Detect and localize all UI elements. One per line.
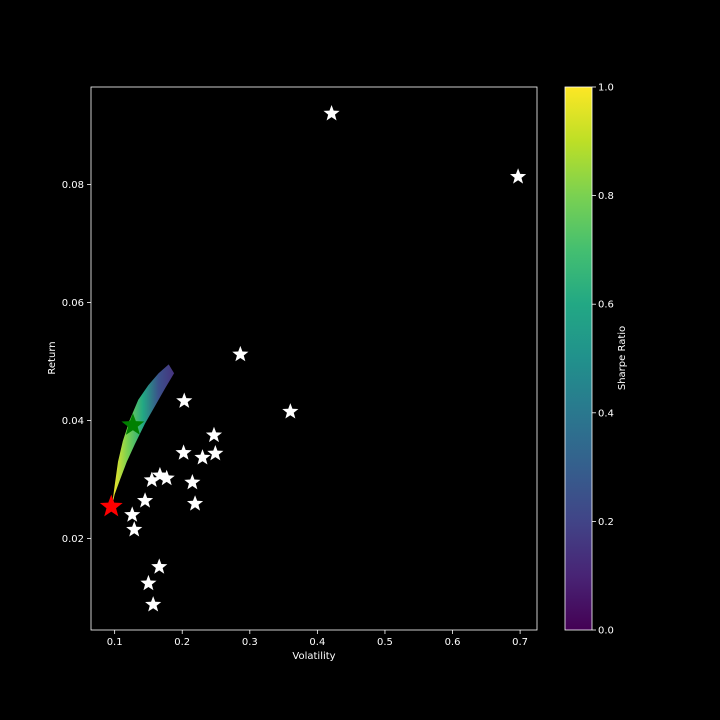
simulated-portfolios-cloud (111, 364, 175, 507)
y-tick-label: 0.06 (62, 298, 84, 309)
asset-star-19 (140, 574, 157, 591)
x-tick-label: 0.1 (107, 637, 123, 648)
asset-star-4 (282, 403, 299, 419)
colorbar-tick-label: 0.8 (598, 191, 614, 202)
x-tick-label: 0.6 (445, 637, 461, 648)
asset-star-11 (158, 469, 175, 486)
asset-star-20 (145, 596, 162, 612)
colorbar-gradient (564, 86, 593, 631)
plot-area (99, 105, 527, 612)
x-tick-label: 0.7 (512, 637, 528, 648)
asset-star-5 (176, 392, 193, 408)
x-axis-label: Volatility (292, 651, 335, 662)
colorbar-tick-label: 0.4 (598, 408, 614, 419)
asset-star-16 (124, 506, 141, 522)
colorbar-tick-label: 1.0 (598, 83, 614, 94)
asset-star-15 (186, 495, 204, 511)
asset-star-8 (194, 449, 211, 465)
x-tick-label: 0.3 (242, 637, 258, 648)
colorbar: 0.0 0.2 0.4 0.6 0.8 1.0 Sharpe Ratio (564, 83, 628, 637)
y-tick-label: 0.02 (62, 534, 84, 545)
y-tick-label: 0.04 (62, 416, 84, 427)
y-axis: 0.02 0.04 0.06 0.08 (62, 180, 91, 545)
asset-star-18 (151, 558, 168, 574)
asset-star-14 (136, 492, 154, 508)
asset-star-12 (143, 471, 160, 487)
y-tick-label: 0.08 (62, 180, 84, 191)
min-volatility-star (99, 494, 123, 517)
x-tick-label: 0.2 (174, 637, 190, 648)
colorbar-tick-label: 0.0 (598, 626, 614, 637)
asset-star-13 (184, 473, 201, 490)
x-tick-label: 0.4 (309, 637, 325, 648)
y-axis-label: Return (47, 341, 58, 374)
max-sharpe-star (121, 413, 145, 435)
colorbar-label: Sharpe Ratio (617, 326, 628, 390)
asset-star-10 (151, 466, 169, 483)
asset-star-2 (509, 168, 527, 184)
asset-star-1 (323, 105, 340, 121)
colorbar-ticks: 0.0 0.2 0.4 0.6 0.8 1.0 (592, 83, 614, 637)
colorbar-tick-label: 0.6 (598, 300, 614, 311)
asset-star-7 (207, 445, 224, 461)
asset-star-3 (232, 345, 249, 362)
x-tick-label: 0.5 (377, 637, 393, 648)
asset-star-17 (126, 521, 143, 537)
plot-frame (90, 86, 538, 631)
x-axis: 0.1 0.2 0.3 0.4 0.5 0.6 0.7 (107, 630, 528, 648)
asset-star-6 (205, 426, 223, 443)
colorbar-tick-label: 0.2 (598, 517, 614, 528)
asset-star-9 (175, 444, 192, 460)
